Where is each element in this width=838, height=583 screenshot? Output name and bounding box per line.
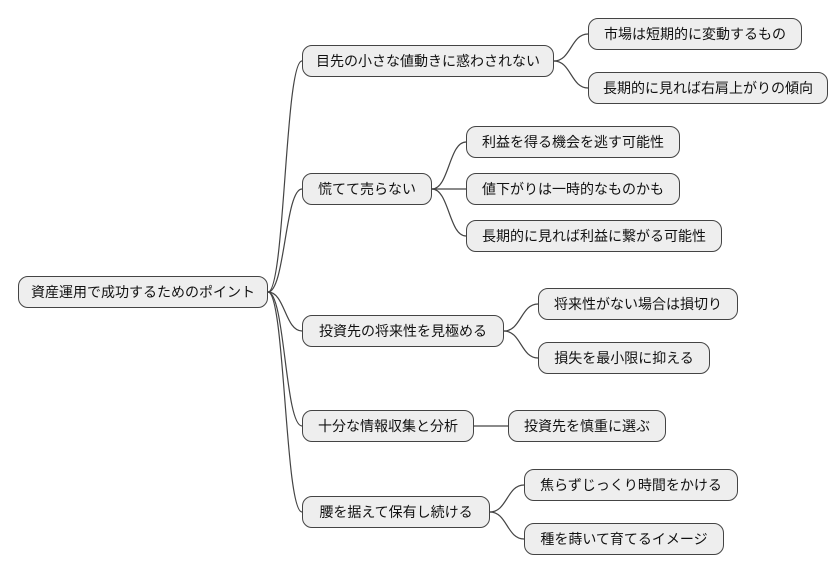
edge-b1-c1b (554, 61, 588, 88)
node-c1a: 市場は短期的に変動するもの (588, 18, 802, 50)
edge-root-b2 (268, 189, 302, 292)
node-c5a: 焦らずじっくり時間をかける (524, 469, 738, 501)
node-c4a: 投資先を慎重に選ぶ (508, 410, 666, 442)
node-c2a: 利益を得る機会を逃す可能性 (466, 126, 680, 158)
edge-b3-c3b (504, 331, 538, 358)
edge-b2-c2a (432, 142, 466, 189)
edge-root-b5 (268, 292, 302, 512)
node-b5: 腰を据えて保有し続ける (302, 496, 490, 528)
edge-b2-c2c (432, 189, 466, 236)
node-c3b: 損失を最小限に抑える (538, 342, 710, 374)
node-b4: 十分な情報収集と分析 (302, 410, 474, 442)
node-c3a: 将来性がない場合は損切り (538, 288, 738, 320)
node-b2: 慌てて売らない (302, 173, 432, 205)
node-c2b: 値下がりは一時的なものかも (466, 173, 680, 205)
node-c5b: 種を蒔いて育てるイメージ (524, 523, 724, 555)
edge-root-b1 (268, 61, 302, 292)
edge-b3-c3a (504, 304, 538, 331)
node-c2c: 長期的に見れば利益に繋がる可能性 (466, 220, 722, 252)
edge-b5-c5a (490, 485, 524, 512)
node-c1b: 長期的に見れば右肩上がりの傾向 (588, 72, 828, 104)
mindmap-canvas: 資産運用で成功するためのポイント 目先の小さな値動きに惑わされない慌てて売らない投… (0, 0, 838, 583)
node-b3: 投資先の将来性を見極める (302, 315, 504, 347)
edge-root-b3 (268, 292, 302, 331)
edge-b1-c1a (554, 34, 588, 61)
edge-b5-c5b (490, 512, 524, 539)
node-root: 資産運用で成功するためのポイント (18, 276, 268, 308)
node-b1: 目先の小さな値動きに惑わされない (302, 45, 554, 77)
edge-root-b4 (268, 292, 302, 426)
